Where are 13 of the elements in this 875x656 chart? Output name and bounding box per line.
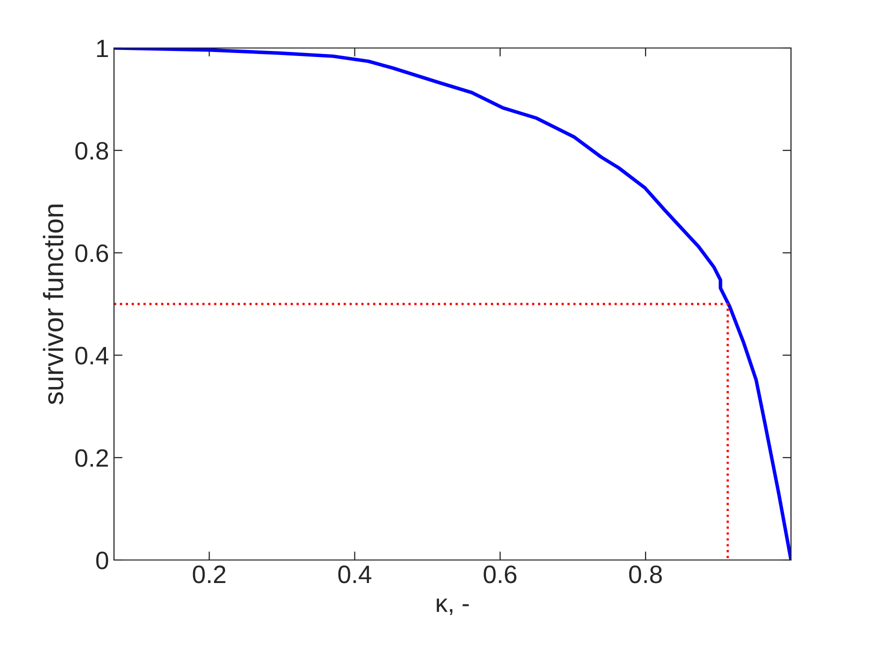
y-tick-label: 0.2 [75, 449, 108, 467]
x-tick-label: 0.8 [629, 566, 662, 584]
y-tick-label: 0.8 [75, 142, 108, 160]
x-tick-label: 0.6 [484, 566, 516, 584]
y-tick-label: 0.6 [75, 244, 108, 262]
line-series [114, 48, 791, 560]
y-tick-label: 0 [96, 552, 108, 570]
y-axis-title: survivor function [42, 204, 64, 404]
x-axis-title: κ, - [436, 598, 469, 616]
x-tick-label: 0.2 [192, 566, 226, 584]
x-tick-label: 0.4 [338, 566, 372, 584]
y-tick-label: 1 [97, 40, 108, 58]
y-tick-label: 0.4 [75, 346, 108, 365]
